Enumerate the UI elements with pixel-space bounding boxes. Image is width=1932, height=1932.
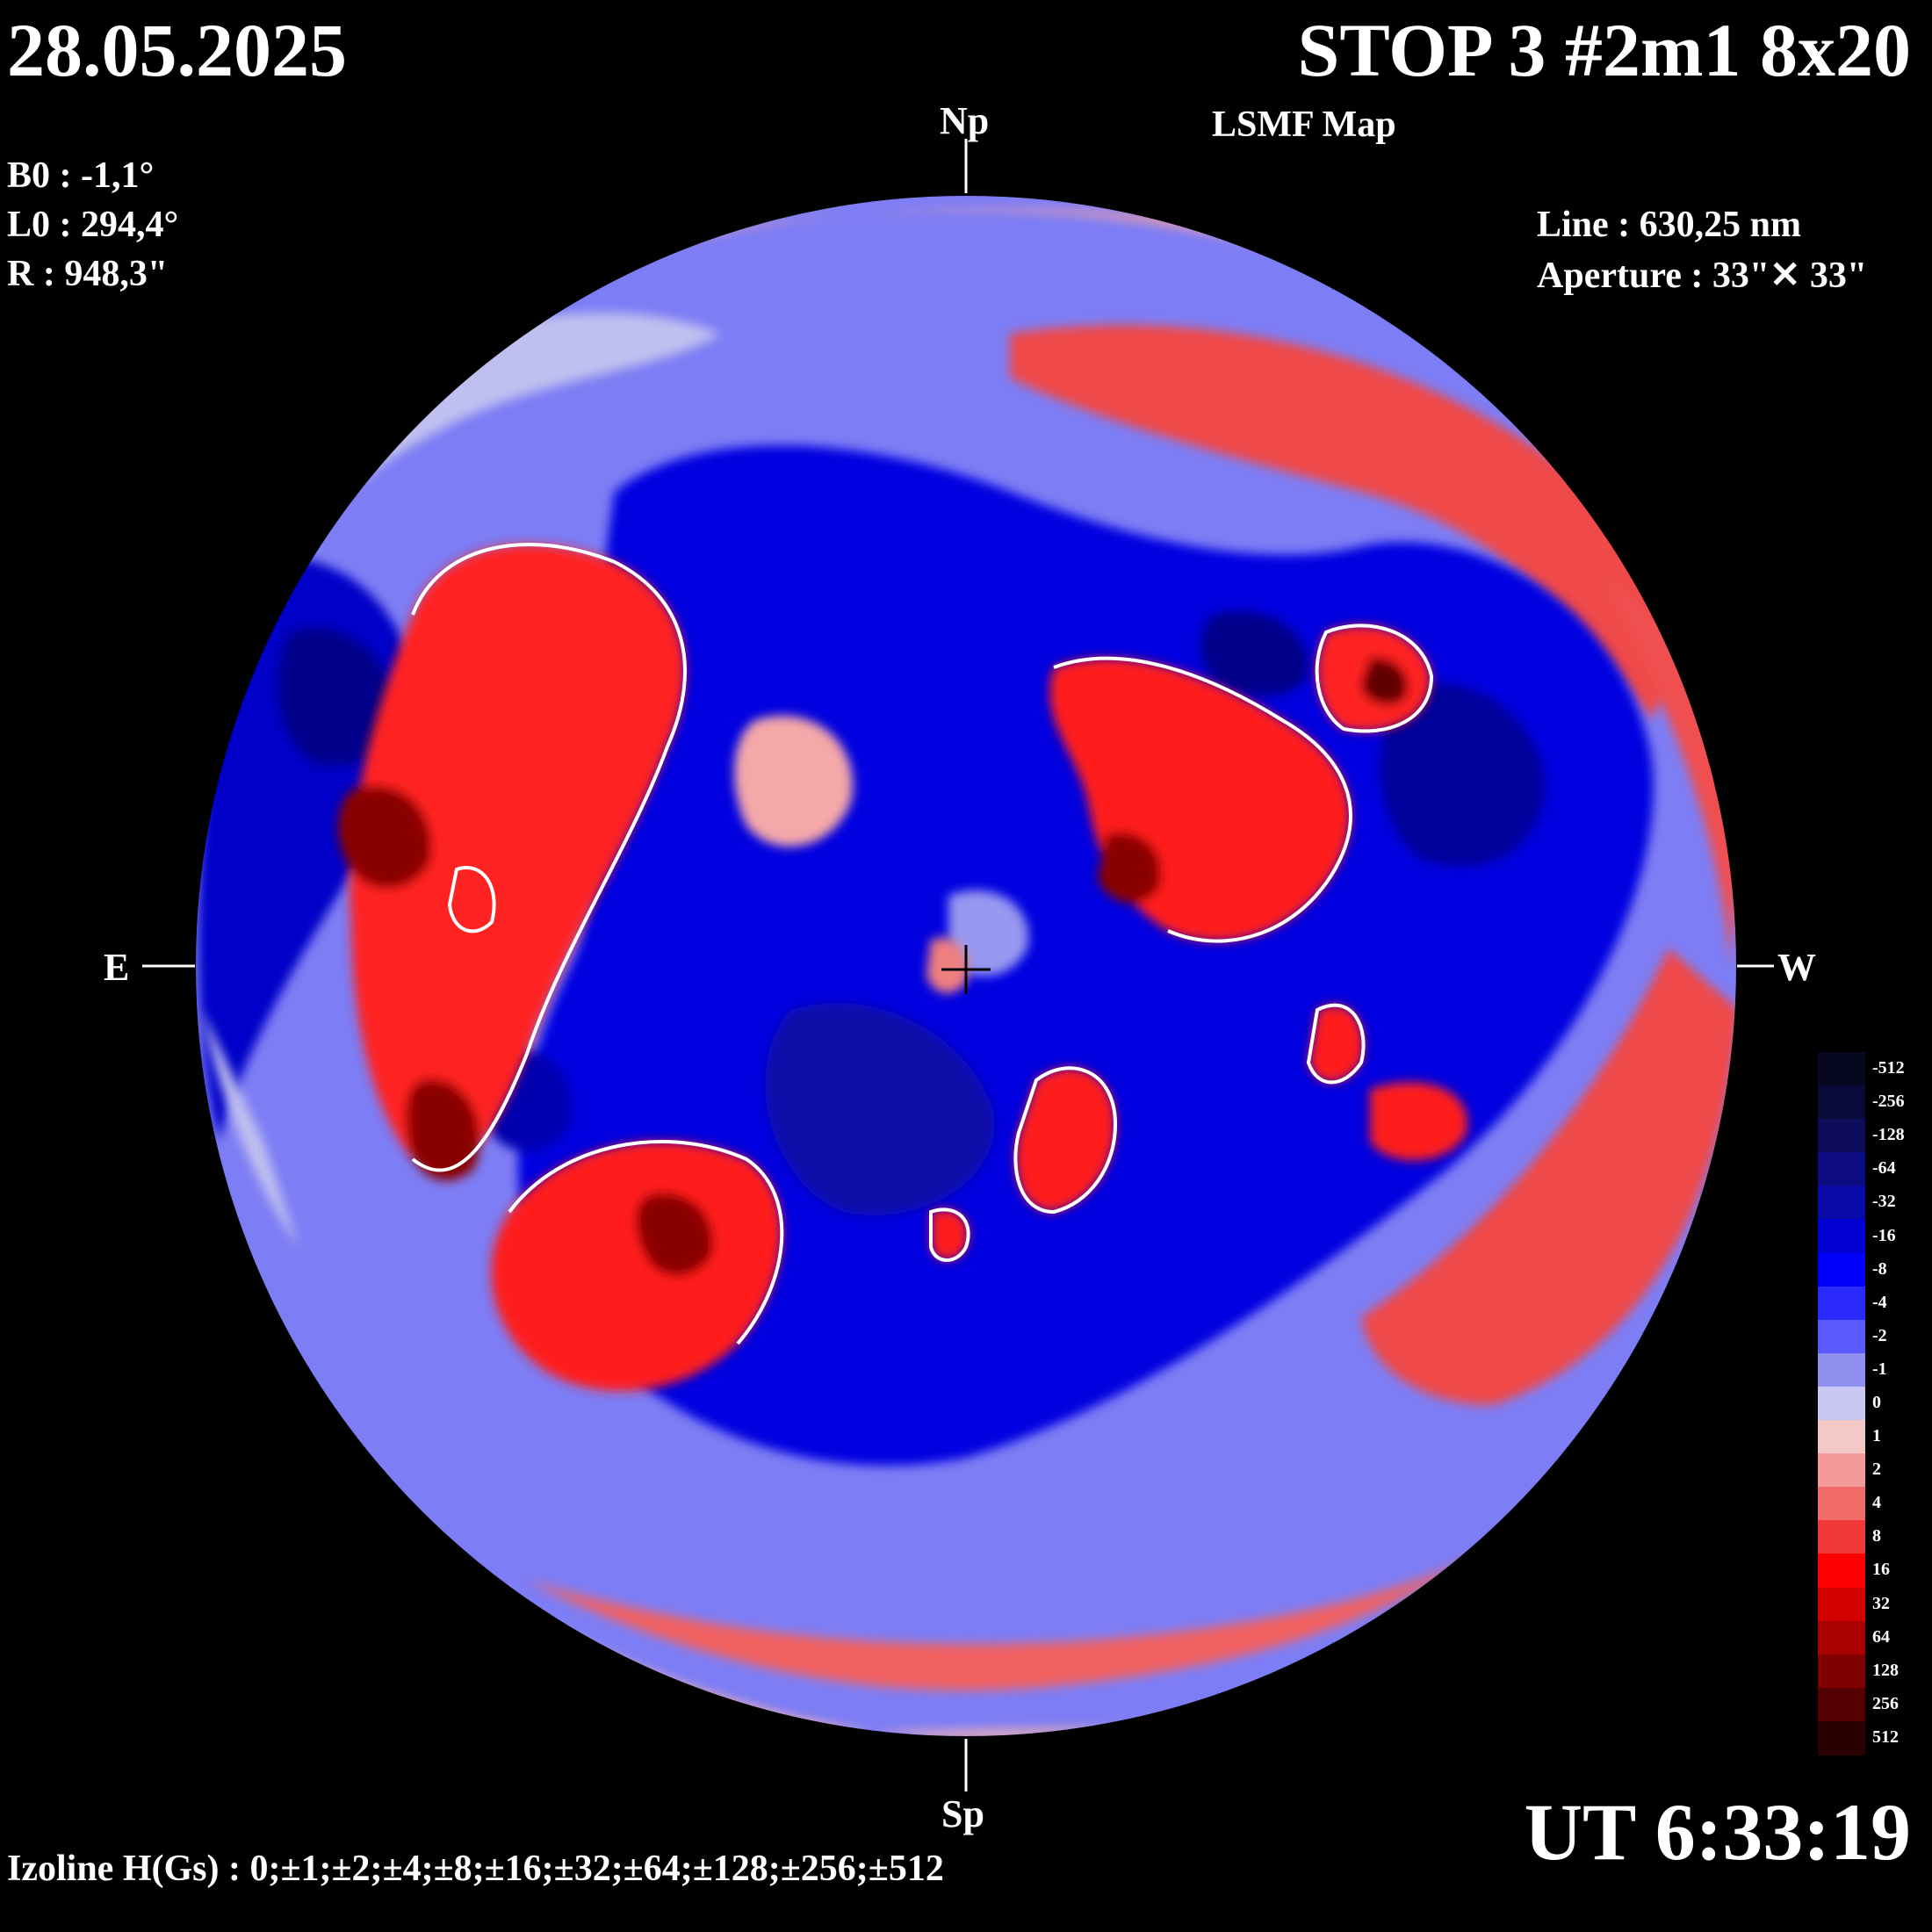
colorbar-swatch: [1818, 1219, 1865, 1254]
colorbar-swatch: [1818, 1687, 1865, 1722]
param-l0: L0 : 294,4°: [7, 205, 179, 245]
colorbar-label: 256: [1872, 1693, 1899, 1713]
colorbar-label: -64: [1872, 1158, 1896, 1179]
colorbar-swatch: [1818, 1554, 1865, 1589]
center-crosshair: [941, 945, 991, 994]
colorbar-label: -32: [1872, 1192, 1896, 1212]
spectral-line: Line : 630,25 nm: [1537, 205, 1802, 245]
colorbar-label: -4: [1872, 1292, 1887, 1312]
colorbar: [1818, 1052, 1865, 1755]
compass-west-label: W: [1777, 946, 1816, 989]
colorbar-swatch: [1818, 1654, 1865, 1689]
colorbar-label: 128: [1872, 1660, 1899, 1680]
colorbar-swatch: [1818, 1052, 1865, 1087]
colorbar-label: -256: [1872, 1092, 1905, 1112]
colorbar-label: -512: [1872, 1058, 1905, 1078]
param-radius: R : 948,3": [7, 254, 169, 294]
colorbar-label: 32: [1872, 1593, 1890, 1613]
colorbar-label: -1: [1872, 1359, 1887, 1379]
colorbar-swatch: [1818, 1186, 1865, 1221]
colorbar-swatch: [1818, 1720, 1865, 1755]
colorbar-swatch: [1818, 1453, 1865, 1489]
colorbar-label: -8: [1872, 1258, 1887, 1279]
compass-ticks: [142, 139, 1774, 1791]
colorbar-swatch: [1818, 1420, 1865, 1455]
colorbar-label: -16: [1872, 1225, 1896, 1245]
colorbar-swatch: [1818, 1319, 1865, 1354]
colorbar-swatch: [1818, 1119, 1865, 1154]
colorbar-swatch: [1818, 1352, 1865, 1388]
colorbar-label: 16: [1872, 1560, 1890, 1580]
colorbar-swatch: [1818, 1487, 1865, 1522]
aperture-info: Aperture : 33"✕ 33": [1537, 256, 1868, 296]
colorbar-label: 8: [1872, 1526, 1881, 1546]
observation-date: 28.05.2025: [7, 8, 347, 92]
colorbar-swatch: [1818, 1286, 1865, 1321]
positive-regions: [338, 544, 1468, 1391]
colorbar-swatch: [1818, 1252, 1865, 1287]
colorbar-label: 4: [1872, 1493, 1881, 1513]
colorbar-label: -128: [1872, 1125, 1905, 1145]
param-b0: B0 : -1,1°: [7, 155, 155, 196]
colorbar-label: 0: [1872, 1393, 1881, 1412]
map-title: STOP 3 #2m1 8x20: [1297, 8, 1911, 92]
solar-disk: [195, 195, 1737, 1737]
compass-north-label: Np: [940, 99, 990, 142]
compass-south-label: Sp: [941, 1792, 984, 1835]
colorbar-label: 2: [1872, 1460, 1881, 1480]
colorbar-swatch: [1818, 1152, 1865, 1187]
izoline-legend: Izoline H(Gs) : 0;±1;±2;±4;±8;±16;±32;±6…: [7, 1849, 944, 1889]
compass-east-label: E: [104, 946, 130, 989]
colorbar-swatch: [1818, 1620, 1865, 1655]
colorbar-swatch: [1818, 1085, 1865, 1121]
map-subtitle: LSMF Map: [1212, 105, 1396, 145]
colorbar-label: 512: [1872, 1727, 1899, 1747]
colorbar-swatch: [1818, 1587, 1865, 1622]
colorbar-swatch: [1818, 1520, 1865, 1555]
colorbar-swatch: [1818, 1386, 1865, 1422]
colorbar-label: 64: [1872, 1626, 1890, 1647]
colorbar-label: -2: [1872, 1325, 1887, 1345]
ut-time: UT 6:33:19: [1524, 1787, 1911, 1877]
colorbar-label: 1: [1872, 1426, 1881, 1446]
zero-contours: [411, 543, 1434, 1345]
